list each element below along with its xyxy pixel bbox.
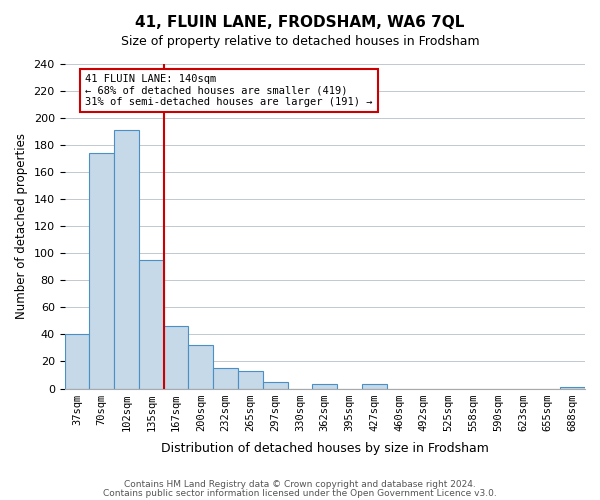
Bar xyxy=(238,371,263,388)
Text: 41 FLUIN LANE: 140sqm
← 68% of detached houses are smaller (419)
31% of semi-det: 41 FLUIN LANE: 140sqm ← 68% of detached … xyxy=(85,74,373,107)
Bar xyxy=(560,387,585,388)
Bar xyxy=(188,346,213,389)
Bar xyxy=(114,130,139,388)
Bar xyxy=(65,334,89,388)
Bar xyxy=(263,382,287,388)
Bar xyxy=(89,153,114,388)
Y-axis label: Number of detached properties: Number of detached properties xyxy=(15,134,28,320)
Text: Contains public sector information licensed under the Open Government Licence v3: Contains public sector information licen… xyxy=(103,489,497,498)
X-axis label: Distribution of detached houses by size in Frodsham: Distribution of detached houses by size … xyxy=(161,442,489,455)
Bar xyxy=(313,384,337,388)
Text: Size of property relative to detached houses in Frodsham: Size of property relative to detached ho… xyxy=(121,35,479,48)
Bar xyxy=(362,384,387,388)
Text: Contains HM Land Registry data © Crown copyright and database right 2024.: Contains HM Land Registry data © Crown c… xyxy=(124,480,476,489)
Bar xyxy=(139,260,164,388)
Text: 41, FLUIN LANE, FRODSHAM, WA6 7QL: 41, FLUIN LANE, FRODSHAM, WA6 7QL xyxy=(136,15,464,30)
Bar xyxy=(164,326,188,388)
Bar xyxy=(213,368,238,388)
